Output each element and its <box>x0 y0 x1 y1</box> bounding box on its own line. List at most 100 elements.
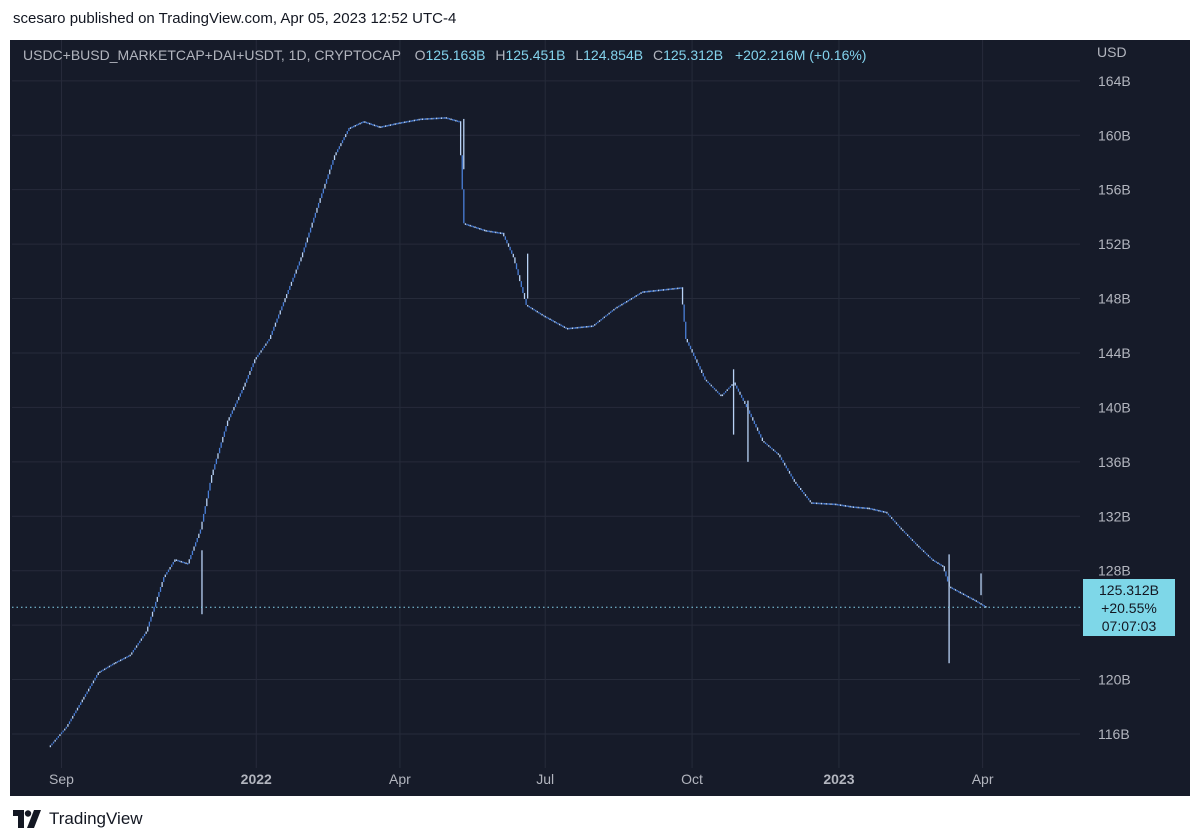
candle <box>485 230 487 232</box>
candle <box>250 367 253 372</box>
candle <box>780 457 783 461</box>
candle <box>760 434 762 438</box>
candle <box>194 542 197 547</box>
candle <box>89 685 91 689</box>
candle <box>865 507 867 510</box>
candle <box>255 357 257 360</box>
candle <box>892 518 894 521</box>
legend-symbol[interactable]: USDC+BUSD_MARKETCAP+DAI+USDT, 1D, CRYPTO… <box>23 47 401 63</box>
candle <box>705 379 708 382</box>
candle <box>217 453 219 459</box>
candle <box>179 560 181 563</box>
candle <box>238 396 240 401</box>
candle <box>581 326 583 329</box>
candle <box>592 325 594 327</box>
candle <box>828 503 831 505</box>
candle <box>73 713 75 716</box>
candle <box>437 117 439 120</box>
candle <box>236 400 238 404</box>
y-tick-label: 144B <box>1098 345 1131 361</box>
candle <box>645 290 647 293</box>
candle <box>171 564 173 567</box>
candle <box>736 385 738 389</box>
publish-header: scesaro published on TradingView.com, Ap… <box>13 10 457 27</box>
candle <box>675 287 677 290</box>
candle <box>62 730 64 733</box>
candle <box>838 504 840 506</box>
candle <box>784 462 786 466</box>
footer-logo[interactable]: TradingView <box>13 805 143 833</box>
candle <box>148 621 150 627</box>
candle <box>570 327 572 330</box>
candle <box>64 728 66 731</box>
candle <box>338 146 340 150</box>
candle <box>750 413 752 418</box>
candle <box>742 397 744 401</box>
candle <box>547 317 550 320</box>
candle <box>902 529 904 532</box>
candle <box>589 325 591 328</box>
candle <box>300 257 302 262</box>
candle <box>673 287 676 290</box>
candle <box>463 189 465 224</box>
candle <box>351 126 353 129</box>
candle <box>906 534 909 537</box>
candle <box>558 323 561 326</box>
candle <box>474 226 476 229</box>
candle <box>860 507 862 509</box>
candle <box>345 134 347 138</box>
candle <box>140 638 143 641</box>
y-unit-label: USD <box>1097 44 1127 60</box>
candle <box>669 288 671 291</box>
chart-frame[interactable] <box>10 40 1190 796</box>
candle <box>367 122 369 124</box>
candle <box>241 389 243 394</box>
candle <box>894 520 896 523</box>
candle <box>376 125 379 128</box>
candle <box>327 174 329 180</box>
candle <box>613 308 615 311</box>
candle <box>938 563 941 565</box>
candle <box>956 590 958 592</box>
candle <box>536 310 538 313</box>
candle <box>282 302 285 307</box>
candle <box>303 247 305 253</box>
candle <box>483 229 486 232</box>
candle <box>57 736 59 738</box>
candle <box>147 626 149 632</box>
candle <box>857 506 859 509</box>
candle <box>416 119 419 121</box>
candle <box>578 326 580 329</box>
candle <box>220 442 222 448</box>
y-tick-label: 140B <box>1098 399 1131 415</box>
candle <box>704 376 706 380</box>
candle <box>452 118 454 121</box>
candle <box>873 508 875 511</box>
legend-change: +202.216M (+0.16%) <box>734 47 867 63</box>
candle <box>397 122 400 125</box>
candle <box>804 494 807 497</box>
candle <box>407 120 409 123</box>
candle <box>239 393 241 397</box>
candle <box>161 582 163 587</box>
legend-open-label: O <box>414 47 426 63</box>
candle <box>918 545 920 548</box>
x-tick-label: Oct <box>681 771 703 787</box>
candle <box>105 667 107 670</box>
candle <box>262 348 264 351</box>
candle <box>466 223 468 226</box>
candle <box>795 481 797 484</box>
candle <box>412 119 414 122</box>
candle <box>937 562 939 564</box>
candle <box>531 307 534 310</box>
candle <box>337 149 339 153</box>
candle <box>929 556 931 558</box>
candle <box>453 119 455 122</box>
candle <box>740 394 743 398</box>
candle <box>549 318 551 321</box>
candle <box>950 586 952 589</box>
candle <box>691 349 693 353</box>
candle <box>410 120 412 122</box>
candle <box>728 387 730 390</box>
